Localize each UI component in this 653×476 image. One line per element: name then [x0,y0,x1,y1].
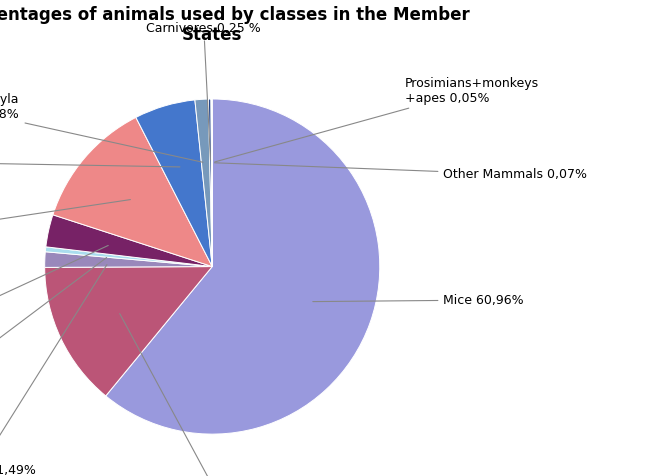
Text: Other Mammals 0,07%: Other Mammals 0,07% [214,163,588,181]
Wedge shape [44,267,212,396]
Text: Carnivores 0,25 %: Carnivores 0,25 % [146,22,261,160]
Text: Rats 13,96%: Rats 13,96% [119,314,268,476]
Wedge shape [45,247,212,267]
Wedge shape [106,99,380,434]
Wedge shape [46,215,212,267]
Text: Prosimians+monkeys
+apes 0,05%: Prosimians+monkeys +apes 0,05% [215,77,539,162]
Wedge shape [211,99,212,267]
Wedge shape [136,100,212,267]
Title: Percentages of animals used by classes in the Member
States: Percentages of animals used by classes i… [0,6,470,44]
Wedge shape [208,99,212,267]
Text: Guinea-Pigs 1,49%: Guinea-Pigs 1,49% [0,265,107,476]
Text: Mice 60,96%: Mice 60,96% [313,294,524,307]
Text: Artio+Perissodactyla
1,28%: Artio+Perissodactyla 1,28% [0,93,203,162]
Text: Rabbits 3,12%: Rabbits 3,12% [0,246,108,332]
Wedge shape [195,99,212,267]
Wedge shape [53,118,212,267]
Wedge shape [44,252,212,268]
Text: Other Rodents  0,47%: Other Rodents 0,47% [0,258,106,410]
Text: Cold-blooded animals
12,47%: Cold-blooded animals 12,47% [0,199,131,250]
Text: Birds 5,88%: Birds 5,88% [0,156,180,169]
